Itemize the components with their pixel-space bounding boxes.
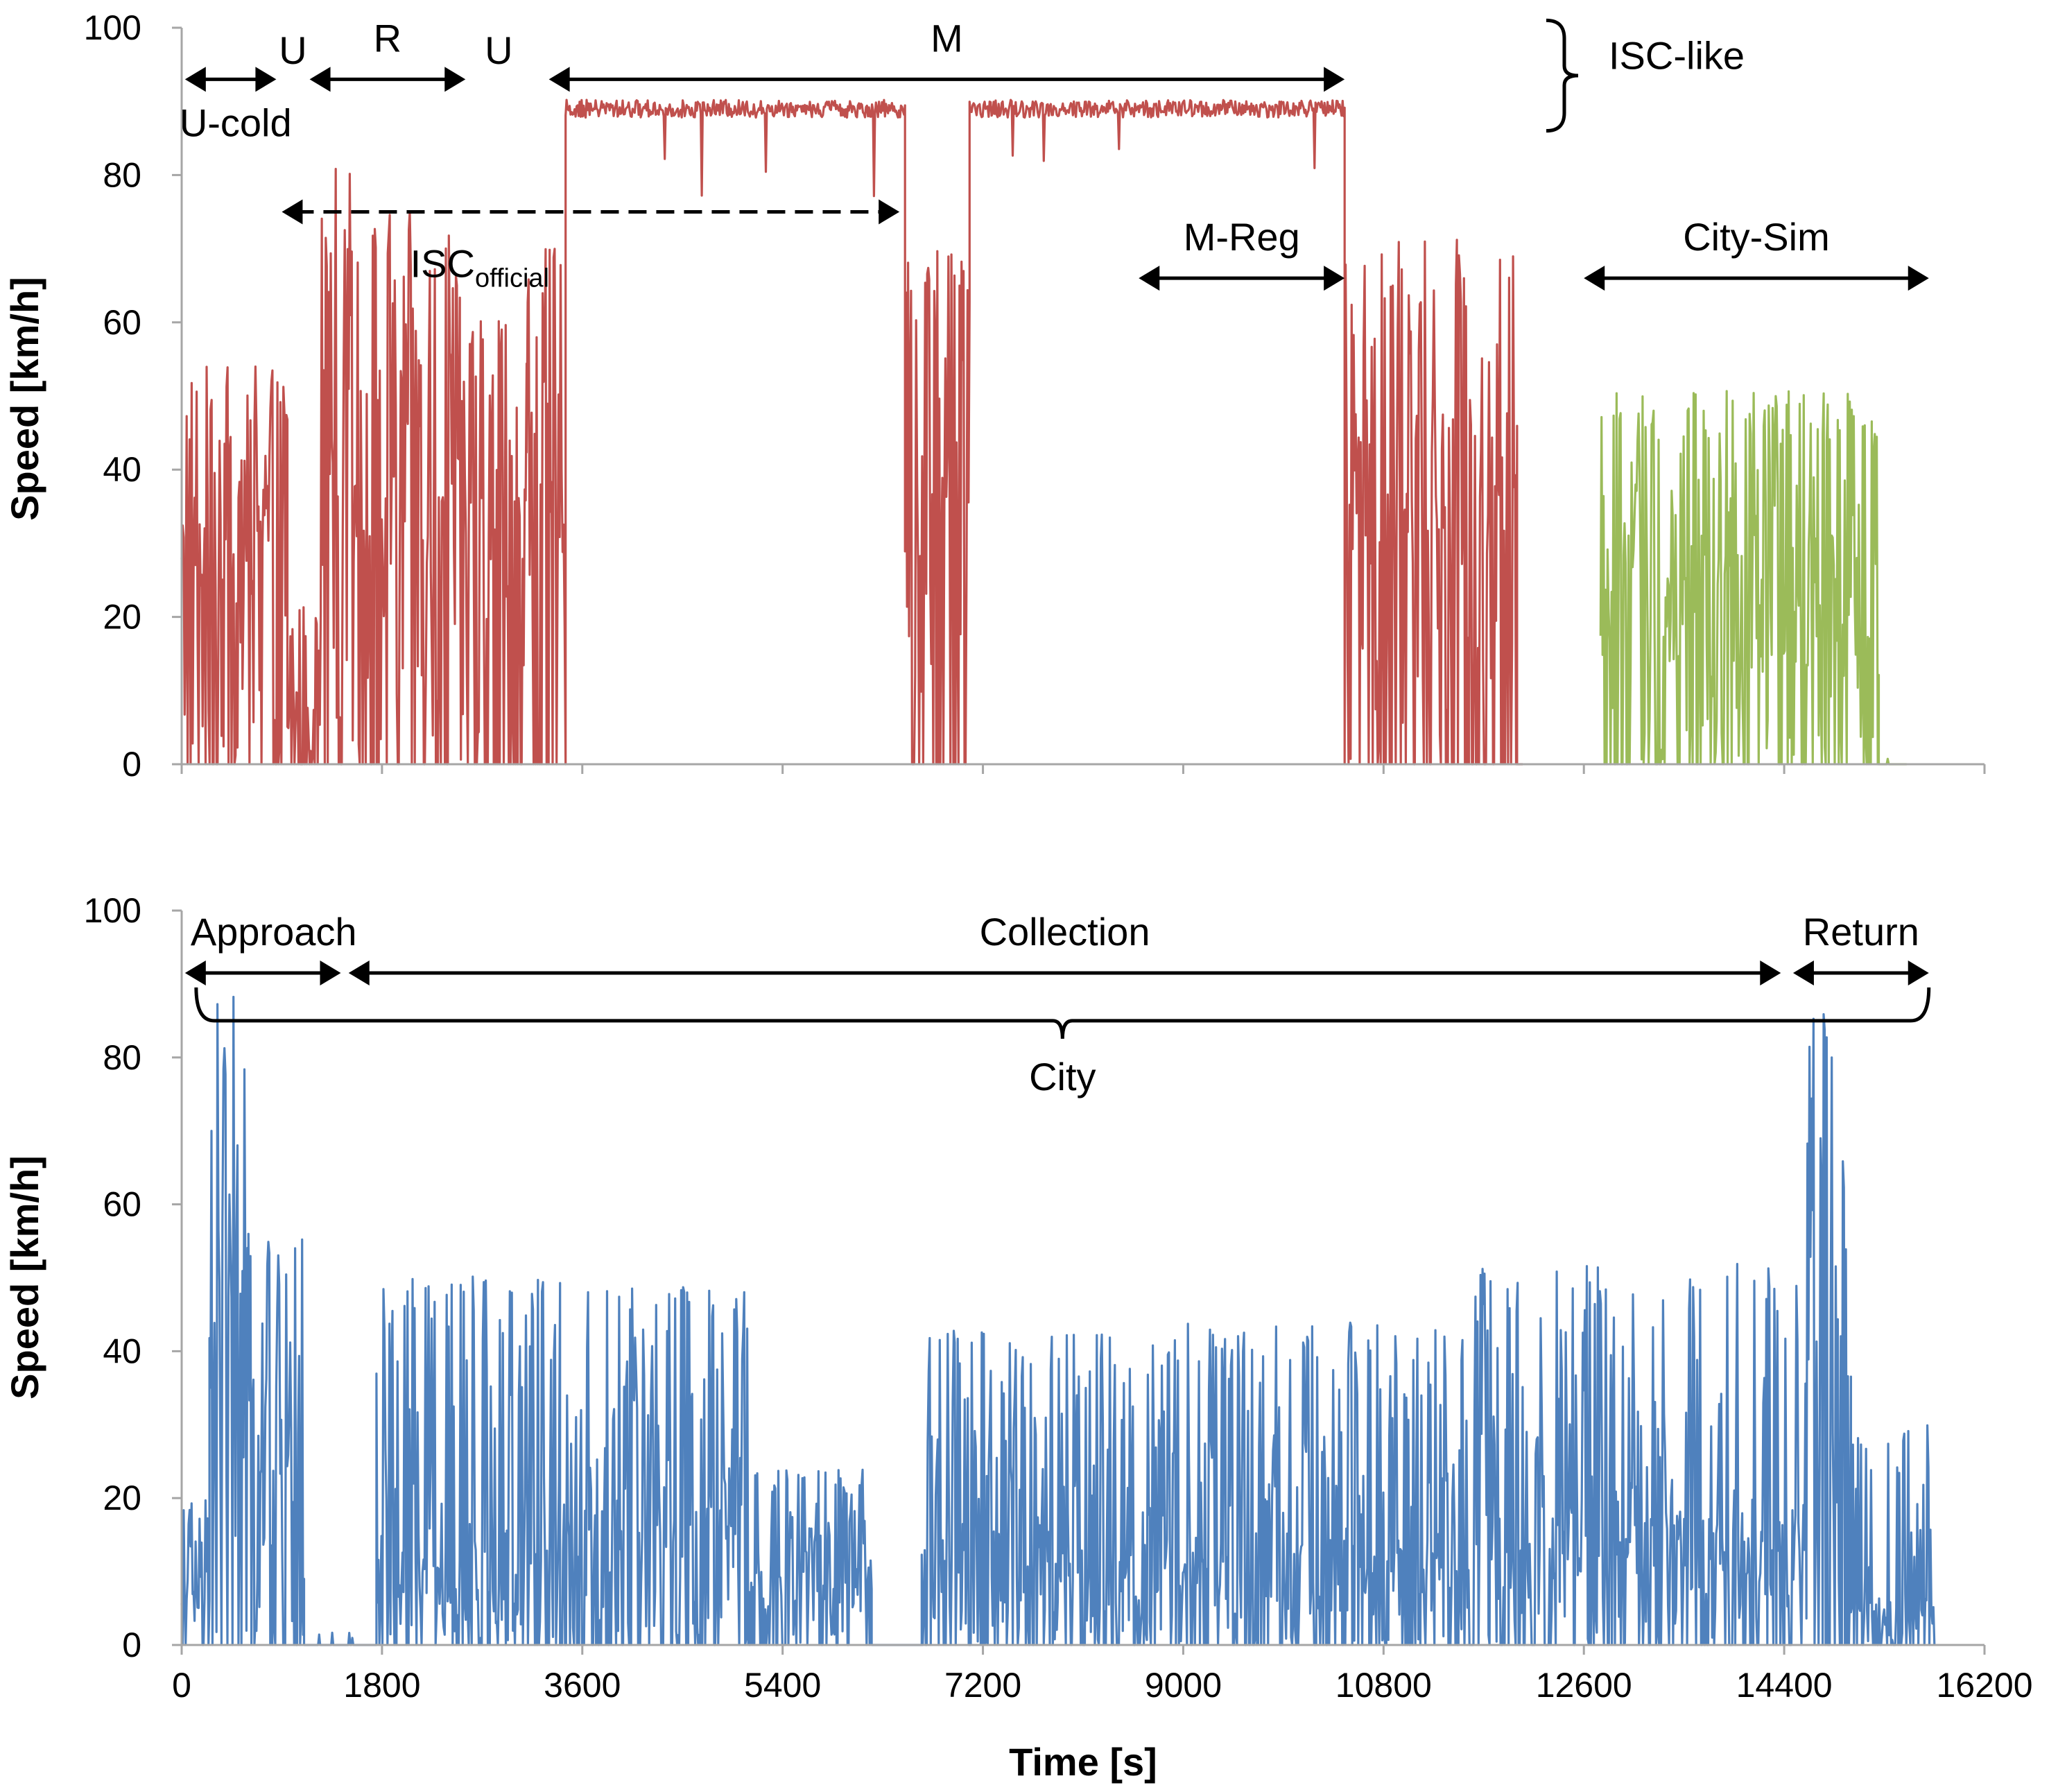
arrowhead [1324,67,1345,92]
arrowhead [1760,960,1781,986]
bottom-annotations: Approach Collection Return City [184,910,1931,1099]
arrowhead [255,67,277,92]
y-tick-label: 100 [84,8,141,47]
arrowhead [348,960,370,986]
x-tick-label: 9000 [1145,1666,1222,1705]
y-tick-label: 40 [103,1332,141,1370]
annotation-label: City-Sim [1683,215,1830,259]
annotation-label: Approach [191,910,357,954]
top-series-group [180,98,1907,766]
annotation-label: U [485,28,512,72]
arrowhead [1139,266,1160,291]
arrowhead [320,960,341,986]
x-tick-label: 14400 [1736,1666,1833,1705]
y-tick-label: 40 [103,450,141,489]
annotation-label: Collection [980,910,1150,954]
annotation-label: R [374,16,401,60]
x-tick-label: 1800 [343,1666,420,1705]
y-tick-label: 20 [103,1479,141,1517]
city-brace [194,987,1931,1039]
x-tick-label: 7200 [944,1666,1021,1705]
x-tick-label: 0 [172,1666,191,1705]
y-tick-label: 100 [84,891,141,930]
arrowhead [444,67,466,92]
y-tick-label: 60 [103,1185,141,1224]
series-line-isc-trip [180,98,1523,766]
y-tick-label: 20 [103,598,141,637]
annotation-label: M-Reg [1184,215,1300,259]
arrowhead [548,67,570,92]
y-tick-label: 80 [103,155,141,194]
annotation-label: Return [1803,910,1919,954]
arrowhead [1584,266,1605,291]
bottom-series-group [180,995,1936,1646]
arrowhead [1908,266,1929,291]
arrowhead [184,960,206,986]
x-tick-label: 16200 [1936,1666,2032,1705]
arrowhead [282,199,303,225]
series-line-city-sim-trip [1599,390,1907,766]
x-tick-label: 10800 [1335,1666,1432,1705]
arrowhead [1792,960,1814,986]
y-tick-label: 0 [122,1626,141,1664]
bottom-y-axis-title: Speed [km/h] [3,1155,46,1399]
annotation-label: M [931,16,963,60]
annotation-label: U-cold [180,101,292,144]
series-line-waste-collection-trip [180,995,1936,1646]
top-axis-ticks: 0 20 40 60 80 100 [84,8,1986,784]
x-tick-label: 12600 [1536,1666,1632,1705]
isc-like-brace [1546,18,1579,133]
bottom-axis-ticks: 0 20 40 60 80 100 0 1800 3600 5400 7200 9000 10800 12… [84,891,2033,1705]
y-tick-label: 80 [103,1038,141,1077]
annotation-label: City [1029,1055,1096,1099]
arrowhead [184,67,206,92]
bottom-speed-chart: 0 20 40 60 80 100 0 1800 3600 5400 7200 9000 10800 12… [3,891,2033,1784]
y-tick-label: 0 [122,745,141,784]
y-tick-label: 60 [103,303,141,342]
arrowhead [1324,266,1345,291]
annotation-label: ISC-like [1609,33,1745,77]
arrowhead [309,67,331,92]
arrowhead [1908,960,1929,986]
x-tick-label: 5400 [744,1666,821,1705]
x-tick-label: 3600 [544,1666,621,1705]
top-y-axis-title: Speed [km/h] [3,277,46,521]
x-axis-title: Time [s] [1009,1740,1157,1784]
annotation-label: U [279,28,306,72]
arrowhead [879,199,900,225]
